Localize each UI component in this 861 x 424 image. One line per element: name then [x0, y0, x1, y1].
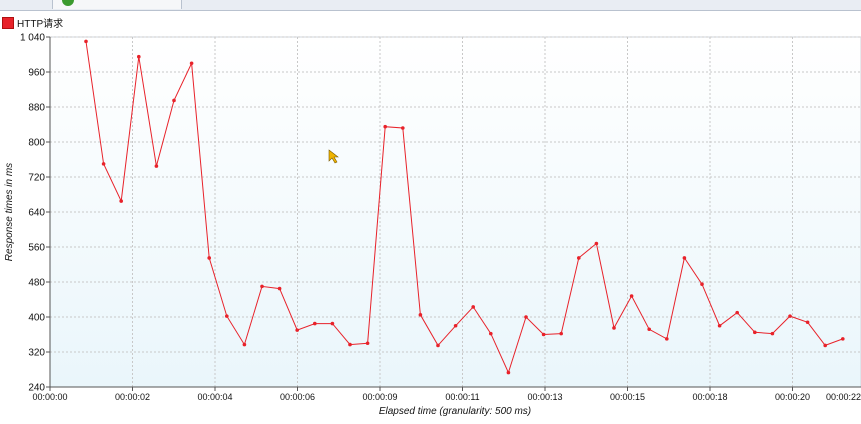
y-tick-label: 1 040: [20, 33, 45, 44]
x-tick-label: 00:00:11: [445, 392, 479, 402]
data-point: [788, 314, 792, 318]
y-tick-label: 720: [28, 173, 45, 184]
data-point: [277, 286, 282, 291]
x-axis-ticks: 00:00:00 00:00:02 00:00:04 00:00:06 00:00:09…: [32, 392, 861, 402]
data-point: [119, 199, 123, 203]
data-point: [612, 326, 616, 330]
y-axis-ticks: 240 320 400 480 560 640 720 800 880 960 1 040: [20, 33, 45, 394]
legend: HTTP请求: [2, 15, 63, 30]
data-point: [541, 332, 546, 337]
data-point: [647, 327, 651, 332]
x-tick-label: 00:00:18: [692, 392, 727, 402]
data-point: [770, 331, 775, 336]
data-point: [436, 343, 440, 348]
x-tick-label: 00:00:22: [826, 392, 861, 402]
legend-label: HTTP请求: [17, 19, 64, 30]
data-point: [717, 323, 722, 328]
results-tab[interactable]: [52, 0, 182, 9]
cursor-icon: [328, 149, 339, 164]
data-point: [365, 341, 370, 346]
data-point: [348, 342, 352, 347]
data-point: [471, 305, 476, 309]
x-tick-label: 00:00:02: [115, 392, 150, 402]
data-point: [805, 320, 810, 325]
x-tick-label: 00:00:20: [775, 392, 810, 402]
data-point: [577, 256, 581, 260]
x-tick-label: 00:00:09: [362, 392, 397, 402]
data-point: [841, 337, 845, 341]
axes: [46, 36, 861, 391]
y-axis-title: Response times in ms: [4, 163, 15, 261]
status-indicator-icon: [62, 0, 74, 6]
data-point: [753, 330, 757, 335]
y-tick-label: 320: [28, 348, 45, 359]
data-point: [295, 328, 300, 332]
data-point: [189, 61, 194, 66]
data-point: [453, 323, 458, 328]
legend-swatch: [2, 16, 14, 29]
y-tick-label: 480: [28, 278, 45, 289]
x-tick-label: 00:00:00: [32, 392, 67, 402]
x-tick-label: 00:00:15: [610, 392, 645, 402]
data-point: [225, 314, 229, 318]
data-point: [735, 310, 739, 315]
data-point: [682, 256, 687, 260]
data-point: [559, 331, 563, 336]
y-tick-label: 240: [28, 383, 45, 394]
data-point: [489, 331, 493, 336]
y-tick-label: 560: [28, 243, 45, 254]
data-point: [330, 321, 335, 326]
series-line-http: [85, 41, 843, 374]
top-tab-strip: [0, 0, 861, 11]
grid-lines: [50, 36, 861, 388]
x-axis-title: Elapsed time (granularity: 500 ms): [379, 406, 531, 417]
data-point: [629, 294, 634, 298]
data-point: [242, 342, 247, 347]
data-point: [172, 98, 176, 103]
data-point: [154, 164, 159, 168]
y-tick-label: 960: [28, 68, 45, 79]
data-point: [84, 39, 88, 44]
data-point: [101, 162, 106, 166]
data-point: [524, 315, 528, 319]
x-tick-label: 00:00:06: [280, 392, 315, 402]
x-tick-label: 00:00:13: [527, 392, 562, 402]
data-point: [594, 241, 599, 246]
y-tick-label: 640: [28, 208, 45, 219]
series-points: [84, 39, 845, 375]
data-point: [700, 282, 704, 286]
data-point: [260, 284, 264, 289]
y-tick-label: 800: [28, 138, 45, 149]
data-point: [823, 343, 827, 348]
data-point: [383, 124, 388, 129]
y-tick-label: 400: [28, 313, 45, 324]
x-tick-label: 00:00:04: [197, 392, 232, 402]
data-point: [665, 337, 669, 341]
data-point: [401, 126, 405, 130]
data-point: [506, 370, 511, 375]
data-point: [207, 256, 211, 260]
data-point: [313, 321, 317, 326]
y-tick-label: 880: [28, 103, 45, 114]
data-point: [137, 54, 141, 59]
data-point: [418, 313, 423, 317]
